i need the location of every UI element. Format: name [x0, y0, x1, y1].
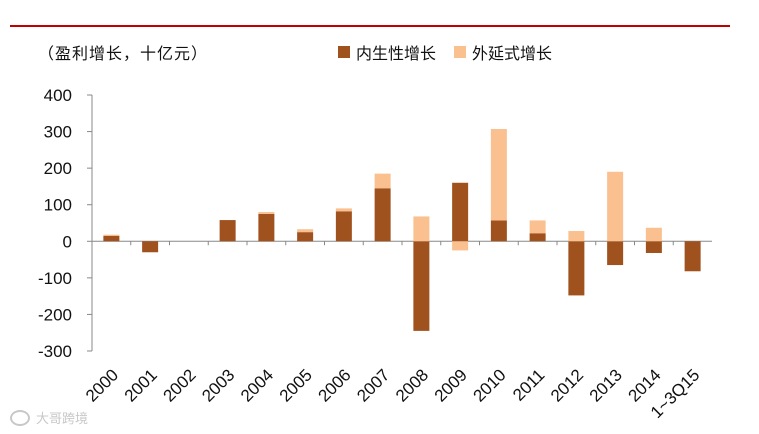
bar-external — [413, 216, 430, 242]
bar-external — [607, 171, 624, 242]
watermark: 大哥跨境 — [10, 408, 88, 427]
bar-endogenous — [645, 241, 662, 253]
y-tick-label: 0 — [63, 232, 72, 251]
x-tick-label: 2005 — [276, 365, 316, 405]
bar-external — [490, 129, 507, 221]
watermark-text: 大哥跨境 — [36, 412, 89, 427]
x-tick-label: 2011 — [509, 365, 548, 404]
x-tick-label: 2004 — [237, 365, 277, 405]
bar-external — [452, 241, 469, 251]
bar-external — [568, 231, 585, 242]
legend-label-endogenous: 内生性增长 — [356, 44, 437, 63]
y-tick-label: 200 — [44, 159, 72, 178]
bar-endogenous — [142, 241, 159, 253]
bar-external — [297, 229, 314, 233]
bar-external — [335, 208, 352, 212]
x-tick-label: 2009 — [431, 365, 471, 405]
y-tick-label: -100 — [38, 269, 72, 288]
x-tick-label: 2010 — [470, 365, 510, 405]
unit-label: （盈利增长，十亿元） — [38, 44, 209, 63]
legend: 内生性增长 外延式增长 — [338, 40, 570, 64]
x-tick-label: 2013 — [586, 365, 626, 405]
y-tick-label: 300 — [44, 123, 72, 142]
watermark-logo-icon — [10, 409, 30, 426]
x-tick-label: 2008 — [392, 365, 432, 405]
legend-item-external: 外延式增长 — [454, 40, 552, 64]
bar-endogenous — [607, 241, 624, 266]
bar-external — [374, 173, 391, 189]
x-tick-label: 2002 — [160, 365, 200, 405]
bar-external — [258, 212, 275, 214]
top-rule — [10, 25, 730, 27]
x-tick-label: 2001 — [121, 365, 161, 405]
bar-endogenous — [568, 241, 585, 296]
bar-endogenous — [258, 213, 275, 242]
y-tick-label: -300 — [38, 342, 72, 361]
bar-endogenous — [335, 211, 352, 242]
legend-item-endogenous: 内生性增长 — [338, 40, 436, 64]
bar-endogenous — [297, 232, 314, 242]
legend-swatch-external — [454, 46, 467, 58]
bar-endogenous — [490, 220, 507, 242]
bar-endogenous — [374, 188, 391, 242]
y-tick-label: 100 — [44, 196, 72, 215]
y-tick-label: 400 — [44, 86, 72, 105]
x-tick-label: 2003 — [198, 365, 238, 405]
bar-endogenous — [529, 233, 546, 242]
legend-swatch-endogenous — [338, 46, 350, 58]
x-tick-label: 2006 — [315, 365, 355, 405]
bar-endogenous — [413, 241, 430, 331]
y-tick-label: -200 — [38, 305, 72, 324]
bar-endogenous — [219, 220, 236, 242]
x-tick-label: 2012 — [547, 365, 587, 405]
bar-external — [529, 220, 546, 234]
bar-external — [645, 227, 662, 242]
x-tick-label: 2007 — [353, 365, 393, 405]
bar-endogenous — [684, 241, 701, 272]
bar-external — [103, 234, 120, 236]
bar-endogenous — [452, 182, 469, 242]
x-tick-label: 2000 — [82, 365, 122, 405]
bar-endogenous — [103, 235, 120, 242]
legend-label-external: 外延式增长 — [472, 44, 553, 63]
